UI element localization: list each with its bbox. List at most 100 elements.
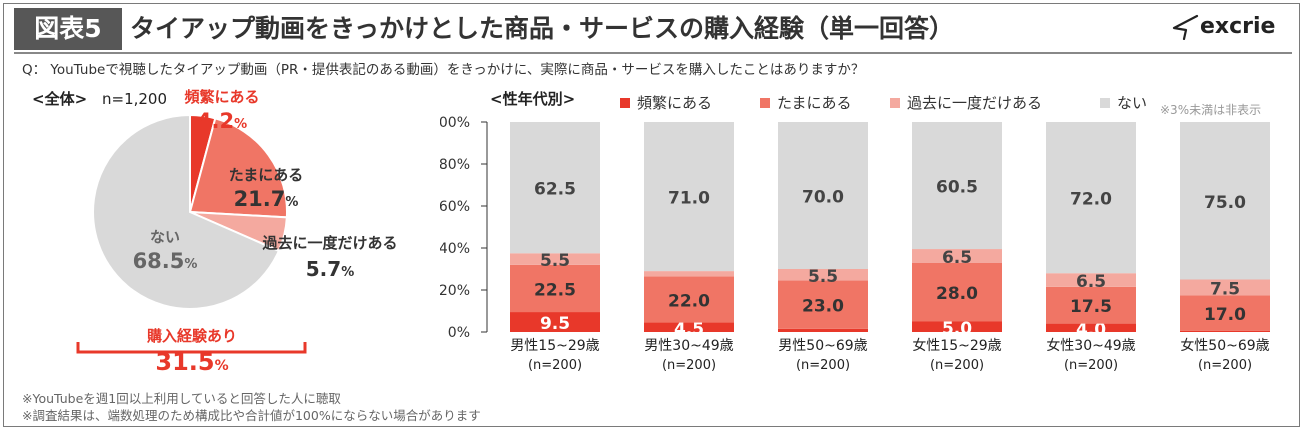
pie-slice-value-2: 21.7% (234, 187, 299, 211)
pie-section-label: <全体> (32, 90, 87, 108)
pie-slice-2 (188, 117, 288, 219)
bar-4-label-2: 28.0 (936, 284, 978, 304)
x-category-label-6: 女性50~69歳 (1180, 337, 1269, 354)
bar-3-segment-1 (778, 328, 868, 332)
bar-6-label-3: 7.5 (1210, 279, 1240, 299)
x-axis: 男性15~29歳 (n=200) 男性30~49歳 (n=200) 男性50~69歳 (n… (510, 337, 1269, 373)
x-category-label-3: 男性50~69歳 (778, 338, 867, 354)
footnote-1: ※YouTubeを週1回以上利用していると回答した人に聴取 (22, 391, 341, 406)
bar-6-segment-4 (1180, 122, 1270, 280)
bar-5-label-4: 72.0 (1070, 190, 1112, 210)
bracket-label: 購入経験あり (146, 327, 237, 345)
bar-5-label-2: 17.5 (1070, 297, 1112, 317)
bar-6-segment-1 (1180, 330, 1270, 332)
bar-1-segment-2 (510, 264, 600, 313)
x-category-label-1: 男性15~29歳 (510, 338, 599, 354)
pie-slice-label-3: 過去に一度だけある (261, 234, 397, 252)
legend-label-3: 過去に一度だけある (907, 94, 1042, 112)
bar-4-segment-4 (912, 122, 1002, 250)
chart-legend: 頻繁にある たまにある 過去に一度だけある ない (620, 94, 1147, 112)
bar-2-segment-4 (644, 122, 734, 272)
x-category-n-2: (n=200) (662, 358, 716, 373)
bar-1-segment-1 (510, 312, 600, 332)
bar-1-label-1: 9.5 (540, 314, 570, 334)
small-value-note: ※3%未満は非表示 (1160, 103, 1261, 117)
demographic-stacked-bar-chart: <性年代別> 頻繁にある たまにある 過去に一度だけある ない ※3%未満は非表示 0… (440, 90, 1270, 373)
pie-sample-size: n=1,200 (102, 90, 167, 108)
y-tick-label-2: 40% (440, 241, 470, 257)
x-category-n-5: (n=200) (1064, 358, 1118, 373)
bar-1-label-3: 5.5 (540, 251, 570, 271)
y-axis: 0% 20% 40% 60% 80% 100% (440, 115, 488, 341)
bar-5-segment-2 (1046, 286, 1136, 324)
bar-5-segment-1 (1046, 323, 1136, 332)
bar-1-label-4: 62.5 (534, 180, 576, 200)
x-category-n-4: (n=200) (930, 358, 984, 373)
bar-2-segment-1 (644, 322, 734, 332)
x-category-label-4: 女性15~29歳 (912, 337, 1001, 354)
legend-label-4: ない (1117, 94, 1147, 112)
y-tick-label-1: 20% (440, 283, 470, 299)
pie-slice-label-4: ない (150, 228, 180, 246)
legend-swatch-3 (890, 98, 900, 108)
y-tick-label-3: 60% (440, 199, 470, 215)
bar-4-label-1: 5.0 (942, 319, 972, 339)
y-tick-label-5: 100% (440, 115, 470, 131)
bar-3-segment-4 (778, 122, 868, 269)
bar-1-segment-4 (510, 122, 600, 254)
legend-swatch-2 (760, 98, 770, 108)
bar-4-segment-3 (912, 249, 1002, 263)
bar-3-label-4: 70.0 (802, 188, 844, 208)
chart-title: タイアップ動画をきっかけとした商品・サービスの購入経験（単一回答） (130, 14, 955, 43)
bar-6-segment-3 (1180, 279, 1270, 296)
survey-question: Q： YouTubeで視聴したタイアップ動画（PR・提供表記のある動画）をきっか… (22, 62, 865, 78)
bracket-value: 31.5% (155, 348, 228, 376)
bar-1-segment-3 (510, 253, 600, 265)
purchase-bracket: 購入経験あり 31.5% (76, 327, 307, 376)
bar-5-segment-4 (1046, 122, 1136, 274)
bar-3-segment-2 (778, 280, 868, 329)
overall-pie-chart: <全体> n=1,200 頻繁にある 4.2% たまにある 21.7% 過去に一度だけあ… (32, 88, 398, 376)
x-category-label-2: 男性30~49歳 (644, 338, 733, 354)
bar-6-label-2: 17.0 (1204, 305, 1246, 325)
bar-2-label-2: 22.0 (668, 291, 710, 311)
bar-1-label-2: 22.5 (534, 280, 576, 300)
bar-4-segment-2 (912, 262, 1002, 322)
figure-badge: 図表5 (14, 8, 122, 50)
bar-2-segment-3 (644, 271, 734, 277)
bar-section-label: <性年代別> (490, 90, 575, 108)
x-category-label-5: 女性30~49歳 (1046, 337, 1135, 354)
y-tick-label-4: 80% (440, 157, 470, 173)
pie-slice-label-1: 頻繁にある (184, 88, 259, 106)
bar-3-segment-3 (778, 269, 868, 281)
pie-slice-4 (92, 113, 281, 310)
logo-mark-icon (1172, 14, 1199, 41)
bar-5-label-1: 4.0 (1076, 320, 1106, 340)
logo-text: excrie (1200, 14, 1276, 39)
legend-label-1: 頻繁にある (637, 94, 712, 112)
bar-6-segment-2 (1180, 295, 1270, 331)
bar-2-label-1: 4.5 (674, 319, 704, 339)
bar-2-segment-2 (644, 276, 734, 323)
pie-slice-value-4: 68.5% (133, 249, 198, 273)
bar-4-label-4: 60.5 (936, 178, 978, 198)
title-divider (14, 52, 1292, 54)
bar-3-label-2: 23.0 (802, 297, 844, 317)
bar-3-label-3: 5.5 (808, 267, 838, 287)
y-tick-label-0: 0% (448, 325, 470, 341)
pie-slice-value-3: 5.7% (306, 257, 354, 281)
legend-swatch-1 (620, 98, 630, 108)
x-category-n-6: (n=200) (1198, 358, 1252, 373)
x-category-n-3: (n=200) (796, 358, 850, 373)
brand-logo: excrie (1170, 14, 1276, 41)
bar-5-segment-3 (1046, 273, 1136, 287)
figure-frame (3, 3, 1300, 427)
bar-4-label-3: 6.5 (942, 248, 972, 268)
bar-2-label-4: 71.0 (668, 189, 710, 209)
footnote-2: ※調査結果は、端数処理のため構成比や合計値が100%にならない場合があります (22, 408, 481, 423)
pie-slice-label-2: たまにある (229, 166, 304, 184)
legend-swatch-4 (1100, 98, 1110, 108)
bars: 9.5 22.5 5.5 62.5 4.5 22.0 71.0 23.0 5.5 70.0 5.0 2… (510, 122, 1270, 340)
pie-labels: 頻繁にある 4.2% たまにある 21.7% 過去に一度だけある 5.7% ない 68.5% (133, 88, 398, 281)
pie-slice-value-1: 4.2% (197, 109, 247, 133)
